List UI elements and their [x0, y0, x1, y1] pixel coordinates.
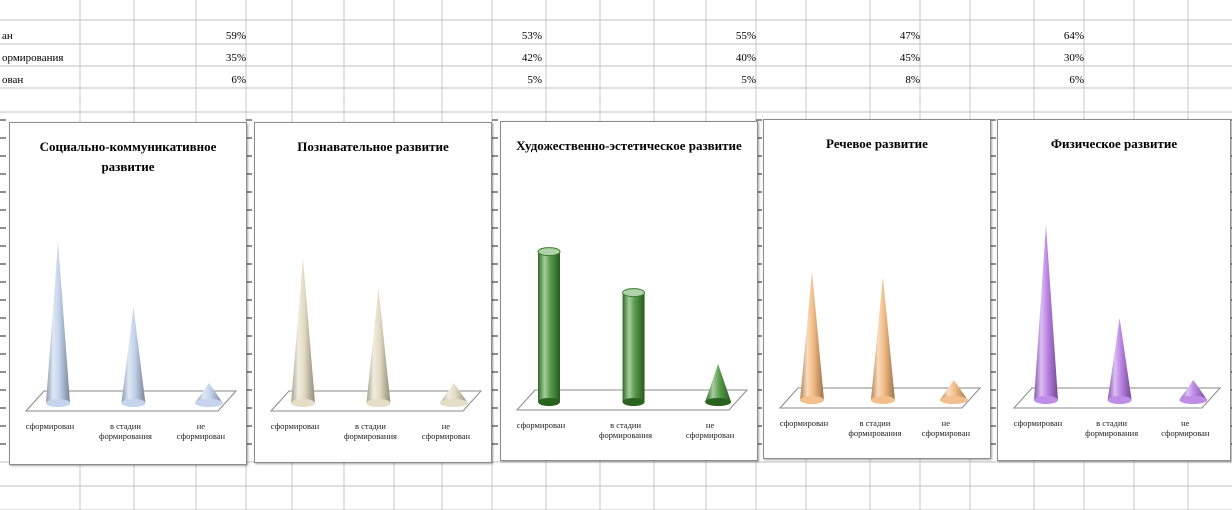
category-label: сформирован	[516, 420, 566, 430]
table-cell[interactable]: 35%	[225, 52, 246, 64]
chart-plot	[1012, 225, 1222, 409]
table-cell[interactable]: 5%	[741, 74, 756, 86]
row-label: ован	[2, 74, 24, 86]
table-cell[interactable]: 6%	[1069, 74, 1084, 86]
chart-bar	[622, 288, 646, 406]
row-label: ан	[2, 30, 13, 42]
chart-cone	[194, 383, 223, 407]
table-cell[interactable]: 64%	[1063, 30, 1084, 42]
category-label: не сформирован	[421, 421, 471, 441]
chart-plot	[269, 258, 483, 412]
table-cell[interactable]: 30%	[1063, 52, 1084, 64]
chart-cone	[800, 271, 824, 404]
chart-cone	[46, 241, 70, 407]
table-cell[interactable]: 42%	[521, 52, 542, 64]
category-label: не сформирован	[176, 421, 226, 441]
chart-plot	[778, 271, 982, 409]
chart-physical[interactable]: Физическое развитие сформирован в стадии …	[997, 119, 1231, 461]
chart-plot	[515, 247, 749, 411]
chart-title: Познавательное развитие	[297, 139, 449, 154]
chart-bar	[705, 364, 732, 406]
table-cell[interactable]: 55%	[735, 30, 756, 42]
table-cell[interactable]: 40%	[735, 52, 756, 64]
chart-artistic-aesthetic[interactable]: Художественно-эстетическое развитие сфор…	[500, 121, 758, 461]
chart-bar	[537, 247, 561, 406]
category-label: в стадии формирования	[599, 420, 653, 440]
chart-cone	[1034, 225, 1058, 404]
chart-title: Художественно-эстетическое развитие	[516, 138, 742, 153]
chart-title: Физическое развитие	[1050, 136, 1178, 151]
row-label: ормирования	[2, 52, 64, 64]
table-cell[interactable]: 6%	[231, 74, 246, 86]
table-cell[interactable]: 53%	[521, 30, 542, 42]
chart-cone	[121, 307, 146, 407]
chart-social-communicative[interactable]: Социально-коммуникативное развитие сформ…	[9, 122, 247, 465]
chart-cone	[366, 288, 391, 407]
chart-cone	[1107, 317, 1132, 404]
table-cell[interactable]: 8%	[905, 74, 920, 86]
chart-cone	[1179, 380, 1208, 404]
table-cell[interactable]: 45%	[899, 52, 920, 64]
table-cell[interactable]: 59%	[225, 30, 246, 42]
category-label: сформирован	[25, 421, 75, 431]
category-label: в стадии формирования	[343, 421, 397, 441]
category-label: в стадии формирования	[98, 421, 152, 441]
category-label: в стадии формирования	[1085, 418, 1139, 438]
chart-title: Социально-коммуникативное развитие	[39, 139, 217, 174]
chart-title: Речевое развитие	[826, 136, 928, 151]
category-label: сформирован	[779, 418, 829, 428]
category-label: не сформирован	[921, 418, 971, 438]
chart-cone	[439, 383, 468, 407]
chart-plot	[24, 241, 238, 412]
category-label: не сформирован	[685, 420, 735, 440]
table-cell[interactable]: 47%	[899, 30, 920, 42]
category-label: сформирован	[1013, 418, 1063, 428]
chart-cone	[870, 276, 895, 404]
chart-cognitive[interactable]: Познавательное развитие сформирован в ста…	[254, 122, 492, 463]
table-cell[interactable]: 5%	[527, 74, 542, 86]
chart-cone	[939, 380, 968, 404]
category-label: в стадии формирования	[848, 418, 902, 438]
chart-speech[interactable]: Речевое развитие сформирован в стадии фор…	[763, 119, 991, 459]
chart-cone	[291, 258, 315, 407]
category-label: сформирован	[270, 421, 320, 431]
category-label: не сформирован	[1161, 418, 1210, 438]
